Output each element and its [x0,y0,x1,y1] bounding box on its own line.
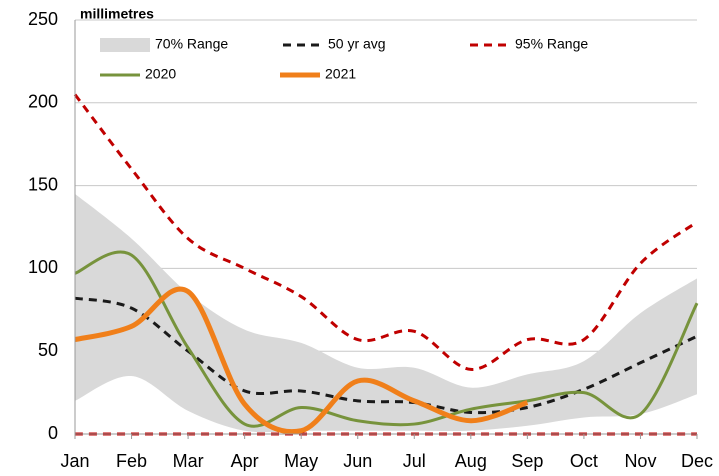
x-tick-label: Apr [231,451,259,471]
legend: 70% Range 50 yr avg 95% Range 2020 2021 [100,36,588,82]
x-tick-label: May [284,451,318,471]
x-tick-label: Nov [624,451,656,471]
legend-label: 95% Range [515,36,588,52]
legend-label: 2021 [325,66,356,82]
avg-line [74,296,698,415]
x-tick-label: Mar [173,451,204,471]
x-tick-label: Jan [60,451,89,471]
legend-swatch [100,38,150,52]
axes: 0 50 100 150 200 250 Jan Feb Mar Apr May Jun Jul Aug S… [28,9,713,471]
y-axis-label: millimetres [80,6,154,22]
y-tick-label: 100 [28,257,58,277]
x-tick-label: Feb [116,451,147,471]
x-tick-label: Oct [570,451,598,471]
y-tick-label: 0 [48,423,58,443]
x-tick-label: Sep [511,451,543,471]
legend-label: 70% Range [155,36,228,52]
range-high-line [73,93,698,371]
y-tick-label: 200 [28,92,58,112]
legend-label: 50 yr avg [328,36,386,52]
x-tick-label: Jun [343,451,372,471]
plot-area [73,93,699,436]
series-line [74,286,529,435]
x-tick-label: Dec [681,451,713,471]
x-tick-label: Aug [455,451,487,471]
x-tick-label: Jul [403,451,426,471]
y-tick-label: 150 [28,174,58,194]
legend-label: 2020 [145,66,176,82]
y-tick-label: 250 [28,9,58,29]
y-tick-label: 50 [38,340,58,360]
series-line [74,250,699,428]
